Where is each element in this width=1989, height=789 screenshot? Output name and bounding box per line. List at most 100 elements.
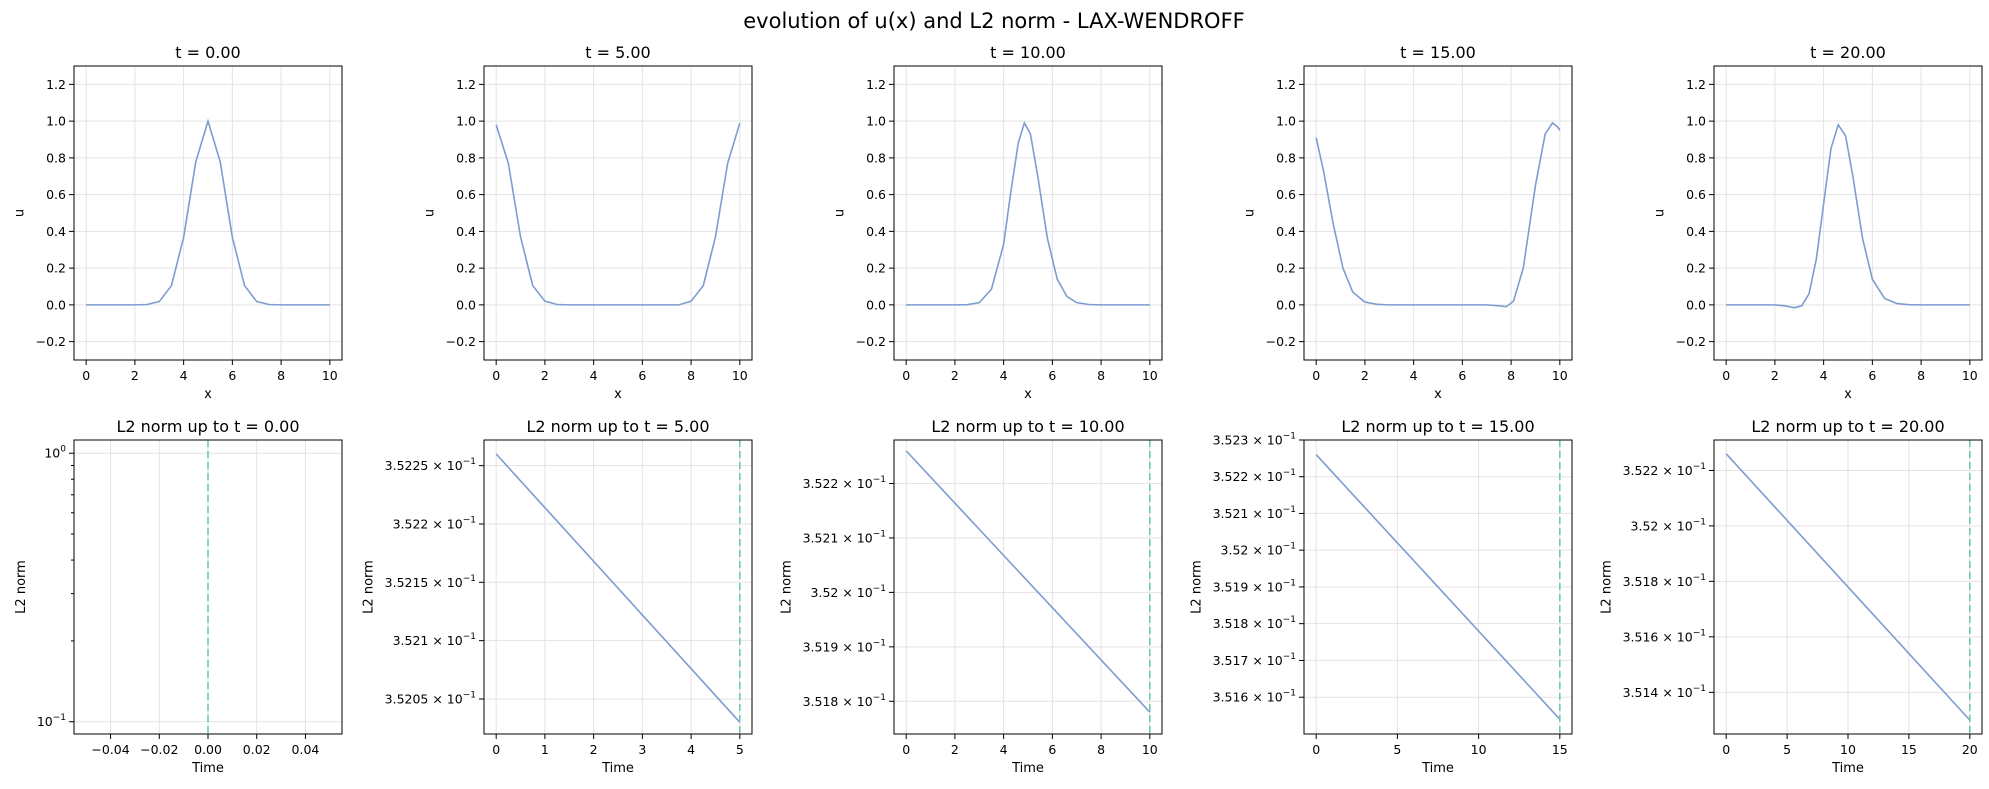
x-tick-label: 0 (1722, 742, 1730, 757)
series-line-1 (495, 453, 741, 723)
y-tick-label: 3.5205 × 10−1 (385, 690, 476, 706)
y-tick-label: −0.2 (856, 334, 886, 349)
y-axis-label: L2 norm (1600, 560, 1615, 614)
y-tick-label: 1.2 (1686, 77, 1706, 92)
series-line-1 (905, 450, 1151, 713)
y-tick-label: 0.8 (456, 150, 476, 165)
y-tick-label: 3.52 × 10−1 (811, 584, 886, 600)
x-tick-label: 8 (687, 368, 695, 383)
y-tick-label: −0.2 (1266, 334, 1296, 349)
y-tick-label: 3.52 × 10−1 (1631, 517, 1706, 533)
subplot-title: L2 norm up to t = 0.00 (116, 417, 299, 436)
x-tick-label: 0 (492, 742, 500, 757)
y-tick-label: 1.0 (456, 114, 476, 129)
y-tick-label: 3.521 × 10−1 (803, 529, 886, 545)
y-tick-label: 0.4 (46, 224, 66, 239)
y-tick-label: 3.514 × 10−1 (1623, 684, 1706, 700)
y-axis-label: L2 norm (1190, 560, 1205, 614)
y-tick-label: 0.8 (1686, 150, 1706, 165)
series-line-1 (86, 118, 330, 306)
y-tick-label: 1.0 (46, 114, 66, 129)
series-line-1 (495, 122, 741, 306)
plot-frame (1713, 65, 1983, 361)
subplot-9: 0 5 10 15 3.516 × 10−1 3.517 × 10−1 3.518 × 10… (1190, 417, 1573, 776)
x-tick-label: 4 (590, 368, 598, 383)
x-tick-label: 10 (1840, 742, 1856, 757)
subplot-10: 0 5 10 15 20 3.514 × 10−1 3.516 × 10−1 3.518 × … (1600, 417, 1983, 776)
x-axis-label: x (204, 387, 212, 402)
figure-title: evolution of u(x) and L2 norm - LAX-WEND… (743, 9, 1245, 33)
x-tick-label: 0.04 (292, 742, 320, 757)
x-tick-label: 0 (902, 368, 910, 383)
x-tick-label: 4 (1000, 742, 1008, 757)
subplot-title: t = 20.00 (1810, 43, 1886, 62)
x-tick-label: 8 (1097, 742, 1105, 757)
x-axis-label: Time (1011, 761, 1044, 776)
y-tick-label: 0.6 (1686, 187, 1706, 202)
subplot-title: L2 norm up to t = 20.00 (1751, 417, 1944, 436)
x-tick-label: 10 (1142, 742, 1158, 757)
y-tick-label: 3.518 × 10−1 (803, 693, 886, 709)
y-tick-label: 10−1 (37, 713, 66, 729)
x-tick-label: −0.04 (91, 742, 129, 757)
y-tick-label: 0.0 (46, 297, 66, 312)
y-tick-label: 3.519 × 10−1 (803, 638, 886, 654)
y-tick-label: 3.5225 × 10−1 (385, 457, 476, 473)
y-tick-label: 1.2 (46, 77, 66, 92)
x-tick-label: 0 (492, 368, 500, 383)
y-tick-label: 3.522 × 10−1 (1213, 468, 1296, 484)
x-tick-label: 0.00 (194, 742, 222, 757)
plot-frame (483, 65, 753, 361)
y-tick-label: 0.0 (1686, 297, 1706, 312)
x-tick-label: 4 (1410, 368, 1418, 383)
x-tick-label: 10 (1552, 368, 1568, 383)
x-tick-label: 6 (638, 368, 646, 383)
y-tick-label: 0.2 (456, 261, 476, 276)
y-tick-label: 0.6 (866, 187, 886, 202)
x-tick-label: 10 (1142, 368, 1158, 383)
x-tick-label: 6 (1048, 368, 1056, 383)
y-tick-label: 3.522 × 10−1 (803, 475, 886, 491)
x-tick-label: 5 (1783, 742, 1791, 757)
x-axis-label: Time (601, 761, 634, 776)
plot-frame (893, 65, 1163, 361)
y-tick-label: 0.2 (46, 261, 66, 276)
x-tick-label: 2 (951, 742, 959, 757)
y-tick-label: 0.2 (866, 261, 886, 276)
x-tick-label: 2 (590, 742, 598, 757)
x-tick-label: 5 (1393, 742, 1401, 757)
y-axis-label: L2 norm (14, 560, 29, 614)
x-axis-label: Time (191, 761, 224, 776)
y-axis-label: u (1653, 209, 1668, 217)
x-tick-label: 2 (1361, 368, 1369, 383)
x-tick-label: 10 (1962, 368, 1978, 383)
x-tick-label: 1 (541, 742, 549, 757)
y-tick-label: 1.0 (1276, 114, 1296, 129)
x-tick-label: 2 (951, 368, 959, 383)
subplot-2: 0 2 4 6 8 10 −0.2 0.0 0.2 0.4 0.6 0.8 1.0 1.2 t = 5.00… (423, 43, 753, 402)
x-tick-label: 3 (638, 742, 646, 757)
subplot-3: 0 2 4 6 8 10 −0.2 0.0 0.2 0.4 0.6 0.8 1.0 1.2 t = 10.0… (833, 43, 1163, 402)
y-axis-label: u (13, 209, 28, 217)
subplot-title: L2 norm up to t = 15.00 (1341, 417, 1534, 436)
y-tick-label: −0.2 (36, 334, 66, 349)
y-tick-label: 0.0 (1276, 297, 1296, 312)
y-tick-label: 0.6 (1276, 187, 1296, 202)
y-tick-label: 0.2 (1276, 261, 1296, 276)
plot-frame (73, 65, 343, 361)
x-tick-label: 8 (1507, 368, 1515, 383)
y-tick-label: 0.8 (1276, 150, 1296, 165)
y-tick-label: −0.2 (446, 334, 476, 349)
x-tick-label: 2 (131, 368, 139, 383)
x-tick-label: 0.02 (243, 742, 271, 757)
x-tick-label: 8 (277, 368, 285, 383)
x-tick-label: 6 (1868, 368, 1876, 383)
y-tick-label: −0.2 (1676, 334, 1706, 349)
y-tick-label: 3.523 × 10−1 (1213, 432, 1296, 448)
subplot-5: 0 2 4 6 8 10 −0.2 0.0 0.2 0.4 0.6 0.8 1.0 1.2 t = 20.0… (1653, 43, 1983, 402)
x-axis-label: x (1844, 387, 1852, 402)
x-tick-label: 10 (1471, 742, 1487, 757)
y-tick-label: 3.5215 × 10−1 (385, 574, 476, 590)
y-tick-label: 3.521 × 10−1 (393, 632, 476, 648)
series-line-1 (1315, 121, 1561, 308)
